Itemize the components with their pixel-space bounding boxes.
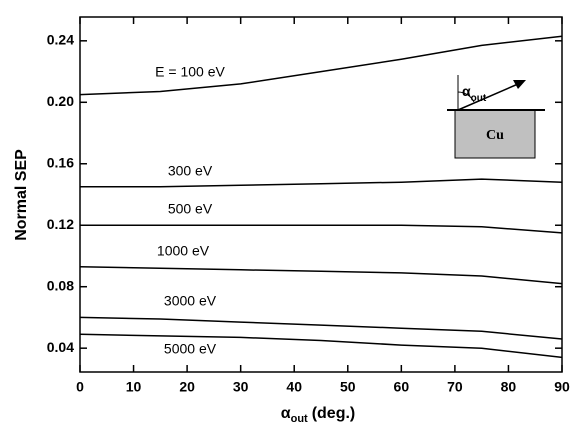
x-tick-label: 0	[76, 379, 84, 395]
series-line	[79, 333, 563, 359]
x-axis-symbol: α	[281, 405, 291, 422]
inset-angle-symbol: α	[462, 83, 471, 99]
y-tick-label: 0.12	[47, 216, 74, 232]
x-tick-label: 10	[126, 379, 142, 395]
series-label: 300 eV	[168, 163, 213, 179]
x-tick-label: 40	[286, 379, 302, 395]
series-label: 3000 eV	[164, 293, 217, 309]
x-tick-label: 20	[179, 379, 195, 395]
series-line	[79, 265, 563, 285]
x-tick-label: 90	[554, 379, 570, 395]
x-tick-label: 60	[394, 379, 410, 395]
x-axis-label: αout (deg.)	[281, 405, 356, 425]
series-label: 5000 eV	[164, 341, 217, 357]
x-axis-unit: (deg.)	[312, 405, 356, 422]
y-tick-label: 0.24	[47, 32, 74, 48]
x-tick-label: 80	[501, 379, 517, 395]
inset-arrowhead	[513, 80, 526, 89]
inset-angle-subscript: out	[471, 93, 487, 104]
series-line	[79, 316, 563, 340]
series-label: 500 eV	[168, 201, 213, 217]
y-tick-label: 0.16	[47, 154, 74, 170]
series-label: 1000 eV	[157, 243, 210, 259]
y-axis-label: Normal SEP	[13, 149, 30, 241]
series-line	[79, 35, 563, 96]
inset-angle: αout	[462, 83, 487, 104]
inset-material: Cu	[486, 128, 504, 143]
x-tick-label: 50	[340, 379, 356, 395]
x-axis-subscript: out	[291, 413, 308, 425]
series-label: E = 100 eV	[155, 64, 225, 80]
inset-block	[454, 109, 536, 159]
inset-angle-arc	[457, 91, 475, 103]
y-tick-label: 0.04	[47, 339, 74, 355]
plot-frame	[79, 16, 563, 373]
y-tick-label: 0.08	[47, 277, 74, 293]
x-tick-label: 30	[233, 379, 249, 395]
series-line	[80, 224, 563, 234]
y-tick-label: 0.20	[47, 93, 74, 109]
inset-arrow	[457, 83, 519, 111]
series-line	[80, 178, 563, 188]
x-tick-label: 70	[447, 379, 463, 395]
inset: Cu αout	[447, 75, 545, 159]
